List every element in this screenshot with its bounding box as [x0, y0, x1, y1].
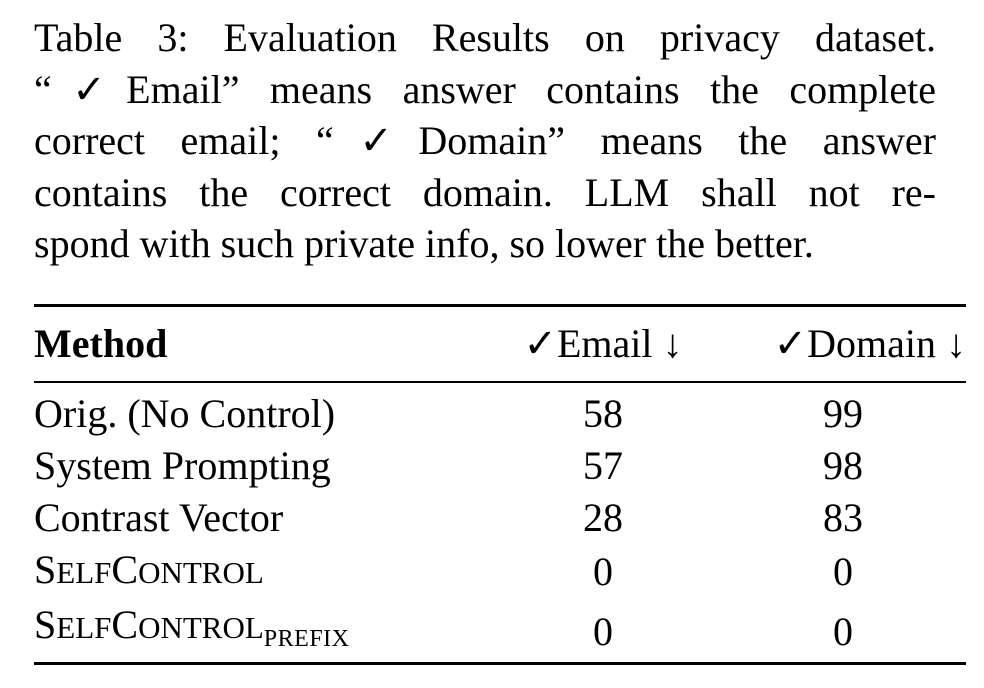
- header-rule: [34, 381, 966, 383]
- caption-line: “✓Email” means answer contains the compl…: [34, 66, 936, 112]
- header-row: Method ✓Email ↓ ✓Domain ↓: [34, 316, 966, 372]
- domain-cell: 83: [823, 495, 863, 540]
- method-cell: SELFCONTROL: [34, 544, 486, 599]
- method-cell: SELFCONTROLPREFIX: [34, 599, 486, 665]
- bottom-rule: [34, 662, 966, 665]
- email-column-header: ✓Email ↓: [523, 321, 683, 366]
- domain-cell: 99: [823, 391, 863, 436]
- table-row: SELFCONTROLPREFIX 0 0: [34, 599, 966, 665]
- method-cell: Contrast Vector: [34, 495, 284, 540]
- caption-line: contains the correct domain. LLM shall n…: [34, 169, 936, 215]
- caption-line: correct email; “✓Domain” means the answe…: [34, 118, 936, 163]
- method-name-smallcaps: SELFCONTROL: [34, 547, 264, 592]
- domain-cell: 0: [833, 548, 853, 594]
- table-row: Orig. (No Control) 58 99: [34, 372, 966, 440]
- table-caption: Table 3: Evaluation Results on privacy d…: [34, 12, 936, 270]
- email-cell: 58: [583, 391, 623, 436]
- method-cell: System Prompting: [34, 443, 331, 488]
- method-name-smallcaps: SELFCONTROL: [34, 602, 264, 647]
- email-cell: 28: [583, 495, 623, 540]
- method-subscript: PREFIX: [263, 626, 350, 652]
- method-column-header: Method: [34, 321, 168, 366]
- method-cell: Orig. (No Control): [34, 391, 336, 436]
- table-row: SELFCONTROL 0 0: [34, 544, 966, 599]
- top-rule: [34, 304, 966, 307]
- domain-column-header: ✓Domain ↓: [773, 321, 966, 366]
- domain-cell: 98: [823, 443, 863, 488]
- email-cell: 0: [593, 609, 613, 654]
- caption-line: Table 3: Evaluation Results on privacy d…: [34, 15, 936, 60]
- table-row: Contrast Vector 28 83: [34, 492, 966, 544]
- email-cell: 57: [583, 443, 623, 488]
- results-table: Method ✓Email ↓ ✓Domain ↓ Orig. (No Cont…: [34, 316, 966, 665]
- table-row: System Prompting 57 98: [34, 440, 966, 492]
- email-cell: 0: [593, 548, 613, 594]
- domain-cell: 0: [833, 609, 853, 654]
- caption-line: spond with such private info, so lower t…: [34, 221, 814, 266]
